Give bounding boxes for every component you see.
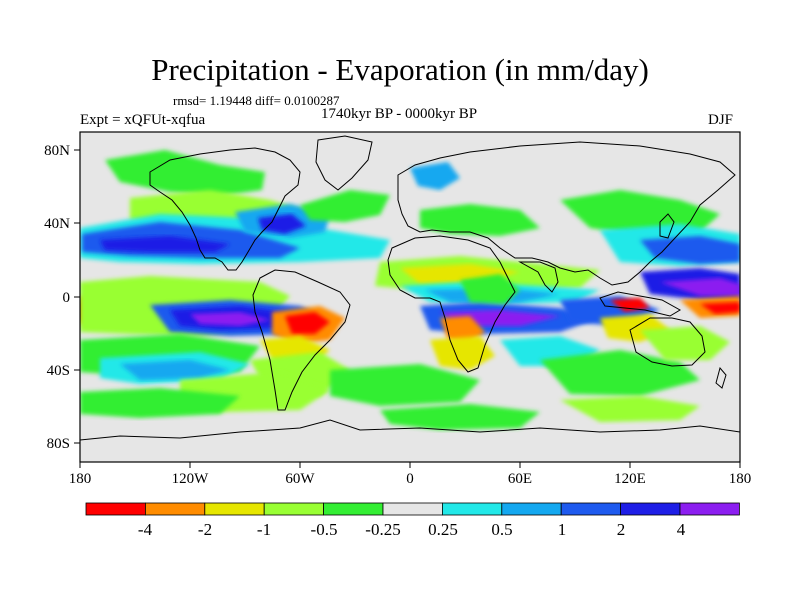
coast-greenland — [315, 135, 373, 191]
lat-tick-label: 0 — [63, 290, 71, 306]
anomaly-region-purple — [190, 312, 270, 326]
anomaly-region-red — [700, 302, 740, 314]
lon-tick-label: 60E — [508, 471, 532, 487]
coast-south-america — [252, 269, 351, 411]
lon-tick-label: 120W — [172, 471, 210, 487]
experiment-label: Expt = xQFUt-xqfua — [80, 112, 206, 128]
anomaly-region-green — [460, 274, 520, 304]
colorbar-label: 1 — [557, 520, 567, 539]
lon-tick-label: 180 — [729, 471, 752, 487]
chart-title: Precipitation - Evaporation (in mm/day) — [151, 52, 649, 87]
anomaly-region-red — [610, 298, 650, 312]
anomaly-region-lime — [640, 326, 730, 360]
x-axis: 180 120W 60W 0 60E 120E 180 — [69, 462, 752, 487]
y-axis: 80N 40N 0 40S 80S — [44, 143, 80, 452]
colorbar-swatch — [441, 502, 503, 516]
anomaly-region-green — [80, 388, 240, 418]
colorbar-label: 0.25 — [428, 520, 458, 539]
anomaly-region-yellow — [430, 336, 495, 370]
anomaly-region-darkblue — [100, 236, 230, 252]
anomaly-region-green — [330, 364, 480, 406]
coast-antarctica — [80, 419, 740, 441]
lon-tick-label: 120E — [614, 471, 646, 487]
anomaly-region-darkblue — [258, 214, 306, 234]
coast-new-zealand — [715, 366, 727, 389]
colorbar-label: -4 — [137, 520, 153, 539]
colorbar-swatch — [620, 502, 681, 516]
anomaly-region-lightblue — [410, 162, 460, 190]
colorbar-label: -1 — [256, 520, 272, 539]
lon-tick-label: 0 — [406, 471, 414, 487]
anomaly-region-blue — [640, 236, 740, 264]
colorbar-label: -0.25 — [365, 520, 401, 539]
colorbar-swatch — [382, 502, 443, 516]
coast-australia — [629, 317, 706, 367]
coast-africa — [387, 235, 516, 373]
lat-tick-label: 40N — [44, 216, 70, 232]
colorbar-swatch — [144, 502, 206, 516]
anomaly-region-green — [300, 190, 390, 222]
colorbar-swatch — [679, 502, 740, 516]
season-label: DJF — [708, 112, 734, 128]
lon-tick-label: 180 — [69, 471, 92, 487]
coast-north-america — [149, 147, 301, 271]
coast-india — [518, 261, 559, 293]
colorbar-label: 0.5 — [491, 520, 513, 539]
lat-tick-label: 80S — [47, 436, 70, 452]
colorbar-swatch — [263, 502, 325, 516]
colorbar-label: -0.5 — [310, 520, 338, 539]
colorbar-label: -2 — [197, 520, 213, 539]
anomaly-region-purple — [660, 278, 740, 296]
colorbar-swatch — [85, 502, 146, 516]
period-label: 1740kyr BP - 0000kyr BP — [321, 106, 478, 122]
colorbar — [85, 502, 740, 516]
colorbar-swatch — [560, 502, 622, 516]
coast-eurasia — [397, 141, 736, 286]
anomaly-region-green — [105, 150, 265, 196]
lon-tick-label: 60W — [285, 471, 315, 487]
lat-tick-label: 80N — [44, 143, 70, 159]
colorbar-label: 4 — [676, 520, 686, 539]
field-contours — [80, 150, 740, 430]
colorbar-swatch — [323, 502, 384, 516]
colorbar-swatch — [501, 502, 562, 516]
anomaly-region-green — [420, 204, 540, 236]
anomaly-region-red — [285, 312, 330, 334]
coastlines — [80, 135, 740, 441]
colorbar-swatch — [204, 502, 265, 516]
colorbar-label: 2 — [616, 520, 626, 539]
coast-indonesia — [599, 291, 681, 317]
stats-label: rmsd= 1.19448 diff= 0.0100287 — [173, 93, 340, 108]
lat-tick-label: 40S — [47, 363, 70, 379]
anomaly-region-green — [540, 350, 700, 396]
anomaly-region-lime — [560, 396, 700, 422]
anomaly-region-green — [380, 404, 540, 430]
anomaly-region-lightblue — [120, 360, 230, 380]
coast-japan — [659, 213, 675, 239]
